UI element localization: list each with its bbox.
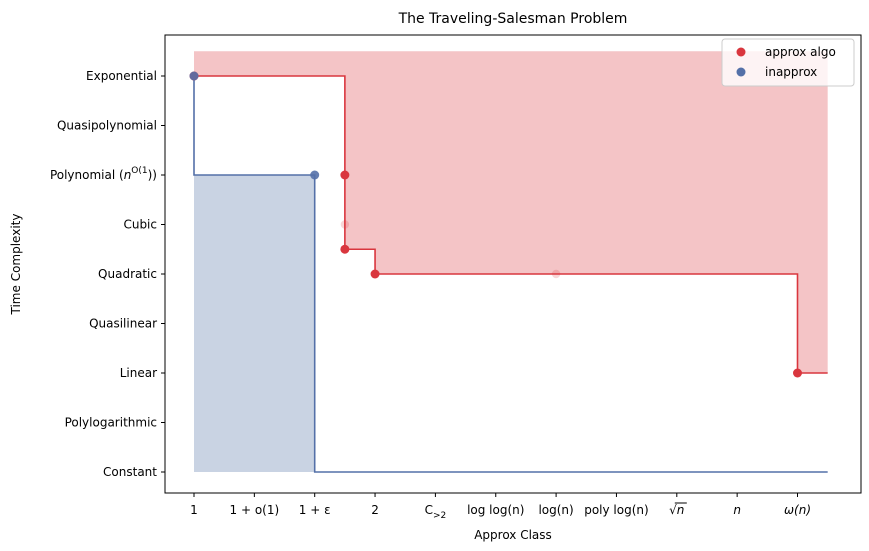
approx-algo-point bbox=[793, 368, 802, 378]
y-tick-label: Quasilinear bbox=[89, 317, 157, 331]
y-tick-label: Linear bbox=[120, 366, 157, 380]
chart-title: The Traveling-Salesman Problem bbox=[398, 11, 628, 27]
x-tick-label: log log(n) bbox=[467, 503, 524, 517]
fill-layer bbox=[194, 51, 828, 472]
x-tick-label: 1 + o(1) bbox=[230, 503, 280, 517]
legend-box bbox=[721, 38, 855, 87]
y-tick-label: Polynomial (nO(1)) bbox=[50, 166, 157, 182]
y-axis: Constant Polylogarithmic Linear Quasilinear… bbox=[50, 69, 165, 479]
x-tick-label: 2 bbox=[371, 503, 379, 517]
legend: approx algo inapprox bbox=[721, 38, 855, 87]
plot-frame bbox=[164, 34, 862, 494]
x-tick-label: 1 bbox=[190, 503, 198, 517]
approx-algo-fill bbox=[194, 51, 828, 373]
x-tick-label: log(n) bbox=[538, 503, 573, 517]
x-tick-label: 1 + ε bbox=[299, 503, 331, 517]
approx-algo-faded-point bbox=[551, 269, 561, 279]
inapprox-fill bbox=[194, 175, 315, 472]
y-axis-label: Time Complexity bbox=[9, 214, 23, 316]
y-tick-label: Cubic bbox=[123, 218, 157, 232]
approx-algo-point bbox=[340, 170, 350, 180]
legend-marker bbox=[736, 47, 746, 57]
legend-label: inapprox bbox=[765, 65, 817, 79]
y-tick-label: Quasipolynomial bbox=[57, 119, 157, 133]
y-tick-label: Exponential bbox=[86, 69, 157, 83]
x-tick-label: n bbox=[733, 503, 741, 517]
inapprox-point bbox=[189, 71, 199, 81]
y-tick-label: Constant bbox=[103, 465, 157, 479]
approx-algo-line bbox=[194, 75, 828, 374]
y-tick-label: Polylogarithmic bbox=[65, 416, 157, 430]
approx-algo-point bbox=[340, 244, 350, 254]
inapprox-point bbox=[310, 170, 320, 180]
approx-algo-point bbox=[370, 269, 380, 279]
y-tick-label: Quadratic bbox=[98, 267, 157, 281]
legend-marker bbox=[736, 67, 746, 77]
x-tick-label: √n bbox=[669, 503, 684, 517]
x-tick-label: poly log(n) bbox=[584, 503, 648, 517]
x-axis-label: Approx Class bbox=[474, 528, 552, 542]
x-tick-label: ω(n) bbox=[784, 503, 811, 517]
legend-label: approx algo bbox=[765, 45, 836, 59]
approx-algo-faded-point bbox=[340, 220, 350, 229]
point-layer bbox=[189, 71, 802, 378]
